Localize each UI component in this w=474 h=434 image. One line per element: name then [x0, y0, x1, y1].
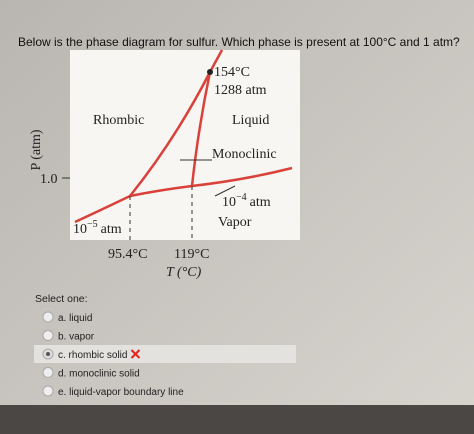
question: Below is the phase diagram for sulfur. W…: [18, 35, 460, 49]
sublimation-curve: [74, 194, 131, 224]
base: 10: [222, 195, 236, 210]
rhombic-monoclinic-curve: [129, 71, 212, 197]
y-tick-label: 1.0: [40, 172, 58, 187]
y-axis-label: P (atm): [29, 129, 44, 170]
unit: atm: [101, 222, 122, 237]
x-axis-label: T (°C): [166, 265, 202, 280]
selected-row: [34, 345, 296, 363]
radio[interactable]: [42, 367, 54, 378]
radio[interactable]: [42, 385, 54, 397]
rhombic-liquid-curve: [208, 49, 224, 73]
option[interactable]: e. liquid-vapor boundary line: [58, 387, 184, 398]
monoclinic-liquid-curve: [190, 71, 212, 187]
top-temp: 154°C: [214, 65, 250, 80]
liquid-vapor-curve: [191, 166, 293, 188]
diagram-area: [70, 50, 300, 240]
liquid-label: Liquid: [232, 113, 269, 128]
exponent: −5: [87, 219, 98, 230]
radio-dot: [46, 352, 50, 356]
option[interactable]: d. monoclinic solid: [58, 369, 140, 380]
triple-point: [207, 69, 213, 75]
option[interactable]: c. rhombic solid: [58, 350, 127, 361]
curves: [62, 49, 293, 240]
vapor-label: Vapor: [218, 215, 252, 230]
radio[interactable]: [42, 330, 54, 341]
option[interactable]: a. liquid: [58, 313, 92, 324]
monoclinic-label: Monoclinic: [212, 147, 277, 162]
prompt: Select one:: [35, 293, 88, 305]
wrong-mark: [130, 349, 141, 359]
leader-line: [214, 185, 236, 197]
unit: atm: [250, 195, 271, 210]
rhombic-vapor-curve: [129, 184, 193, 198]
options: a. liquid b. vapor c. rhombic solid d. mono…: [34, 311, 296, 398]
mid-pressure: 10−4 atm: [222, 192, 271, 210]
x-tick-label: 119°C: [174, 247, 209, 262]
radio[interactable]: [42, 311, 54, 323]
option[interactable]: b. vapor: [58, 332, 95, 343]
low-pressure: 10−5 atm: [73, 219, 122, 237]
exponent: −4: [236, 192, 247, 203]
x-tick-label: 95.4°C: [108, 247, 147, 262]
bottom-bar: [0, 405, 474, 434]
rhombic-label: Rhombic: [93, 113, 144, 128]
base: 10: [73, 222, 87, 237]
dashed-lines: [129, 186, 193, 240]
top-pressure: 1288 atm: [214, 83, 267, 98]
